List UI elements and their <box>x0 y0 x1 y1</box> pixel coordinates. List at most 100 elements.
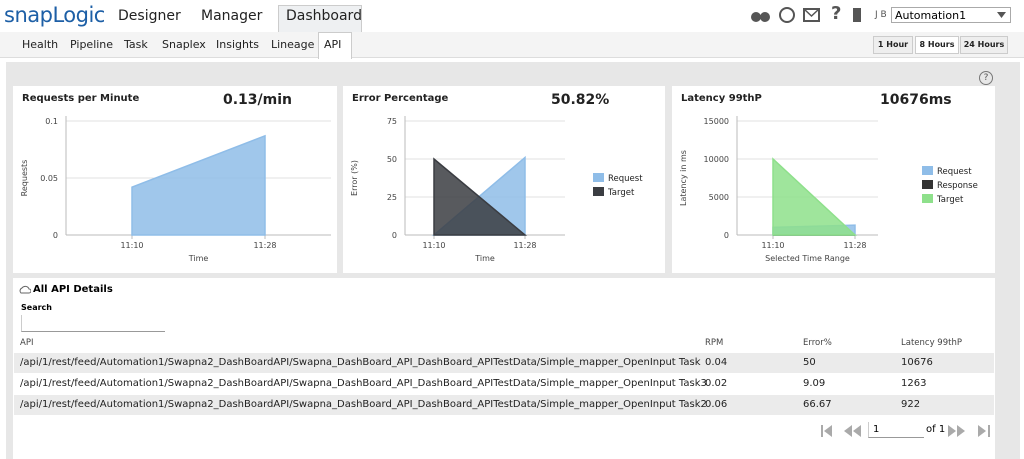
area <box>433 157 528 236</box>
cell: 9.09 <box>803 378 826 389</box>
subtab[interactable]: Health <box>22 38 59 51</box>
legend-swatch <box>922 180 933 189</box>
subtab[interactable]: Lineage <box>271 38 315 51</box>
legend-label: Request <box>608 174 643 184</box>
pager-next[interactable] <box>948 425 992 437</box>
x-axis-label: Selected Time Range <box>765 254 850 263</box>
subtab[interactable]: Task <box>124 38 148 51</box>
table-row[interactable]: /api/1/rest/feed/Automation1/Swapna2_Das… <box>14 353 994 373</box>
cell: 1263 <box>901 378 927 389</box>
column-header: RPM <box>705 338 724 348</box>
y-axis-label: Error (%) <box>350 160 359 196</box>
pager-prev[interactable] <box>820 425 865 437</box>
cell: 0.04 <box>705 357 728 368</box>
chart-headline: 50.82% <box>551 92 609 108</box>
column-header: Error% <box>803 338 832 348</box>
subtab[interactable]: API <box>324 38 342 51</box>
y-tick-label: 0.1 <box>45 117 58 126</box>
legend-label: Target <box>936 195 964 205</box>
org-select[interactable]: Automation1 <box>891 7 1011 23</box>
cell: 50 <box>803 357 816 368</box>
area <box>772 157 857 236</box>
dropdown-arrow <box>997 12 1006 18</box>
cell: /api/1/rest/feed/Automation1/Swapna2_Das… <box>20 378 707 389</box>
cell: /api/1/rest/feed/Automation1/Swapna2_Das… <box>20 357 701 368</box>
mail-icon[interactable] <box>803 8 820 22</box>
y-tick-label: 5000 <box>709 193 729 202</box>
alert-icon[interactable] <box>779 7 795 23</box>
y-tick-label: 0 <box>53 231 58 240</box>
page-number: 1 <box>873 424 880 435</box>
chart-title: Error Percentage <box>352 93 449 104</box>
table-header: API RPM Error% Latency 99thP <box>14 333 994 353</box>
page-total: of 1 <box>926 424 946 435</box>
x-tick-label: 11:10 <box>120 241 143 250</box>
y-tick-label: 25 <box>387 193 397 202</box>
y-tick-label: 0.05 <box>40 174 58 183</box>
details-title: All API Details <box>33 284 113 295</box>
logout-icon[interactable] <box>853 8 861 22</box>
table-row[interactable]: /api/1/rest/feed/Automation1/Swapna2_Das… <box>14 395 994 415</box>
y-tick-label: 10000 <box>704 155 729 164</box>
chart-headline: 10676ms <box>880 92 952 108</box>
search-label: Search <box>21 303 52 312</box>
chart-title: Latency 99thP <box>681 93 762 104</box>
y-tick-label: 0 <box>392 231 397 240</box>
table-row[interactable]: /api/1/rest/feed/Automation1/Swapna2_Das… <box>14 374 994 394</box>
area <box>131 134 266 236</box>
cell: 66.67 <box>803 399 832 410</box>
subtab[interactable]: Insights <box>216 38 260 51</box>
toolbar-icons <box>751 7 861 23</box>
y-tick-label: 50 <box>387 155 397 164</box>
user[interactable]: J B <box>875 10 887 20</box>
chart-title: Requests per Minute <box>22 93 139 104</box>
legend-label: Response <box>937 181 978 191</box>
binoculars-icon[interactable] <box>751 12 761 22</box>
chart-panel: Latency 99thP 10676ms 0 5000 10000 15000 11:10… <box>672 86 995 273</box>
legend-swatch <box>922 166 933 175</box>
x-axis-label: Time <box>188 254 209 263</box>
time-range-button[interactable]: 8 Hours <box>915 36 959 54</box>
cell: 0.06 <box>705 399 728 410</box>
y-tick-label: 0 <box>724 231 729 240</box>
chart-panel: Error Percentage 50.82% 0 25 50 75 11:10 11:28 T… <box>343 86 665 273</box>
legend-swatch <box>922 194 933 203</box>
pagination: 1 of 1 <box>820 422 992 440</box>
logo[interactable]: snapLogic <box>4 3 105 27</box>
help-icon[interactable]: ? <box>831 3 842 24</box>
tab[interactable]: Dashboard <box>286 8 362 24</box>
search-input[interactable] <box>21 315 165 332</box>
subtab[interactable]: Pipeline <box>70 38 114 51</box>
tab[interactable]: Designer <box>118 8 181 24</box>
subtab-active-bg <box>318 32 352 59</box>
y-axis-label: Requests <box>20 160 29 197</box>
x-tick-label: 11:10 <box>761 241 784 250</box>
y-axis-label: Latency in ms <box>679 150 688 206</box>
chart-headline: 0.13/min <box>223 92 292 108</box>
cell: 10676 <box>901 357 933 368</box>
column-header: Latency 99thP <box>901 338 962 348</box>
tab-active-bg <box>278 5 362 33</box>
top-bar: snapLogic Designer Manager Dashboard ? J… <box>0 0 1024 33</box>
y-tick-label: 15000 <box>704 117 729 126</box>
legend-label: Request <box>937 167 972 177</box>
subtab-bar <box>0 32 1024 59</box>
chart-panel: Requests per Minute 0.13/min 0 0.05 0.1 11:10… <box>13 86 337 273</box>
page-input[interactable]: 1 <box>868 422 924 438</box>
x-tick-label: 11:28 <box>843 241 866 250</box>
x-tick-label: 11:28 <box>253 241 276 250</box>
time-range-button[interactable]: 1 Hour <box>873 36 913 54</box>
cell: /api/1/rest/feed/Automation1/Swapna2_Das… <box>20 399 707 410</box>
legend-swatch <box>593 173 604 182</box>
y-tick-label: 75 <box>387 117 397 126</box>
x-tick-label: 11:28 <box>513 241 536 250</box>
column-header: API <box>20 338 34 348</box>
cell: 0.02 <box>705 378 728 389</box>
tab[interactable]: Manager <box>201 8 263 24</box>
subtab[interactable]: Snaplex <box>162 38 206 51</box>
time-range-button[interactable]: 24 Hours <box>960 36 1008 54</box>
legend-swatch <box>593 187 604 196</box>
panel-help[interactable]: ? <box>979 71 993 85</box>
cloud-icon <box>19 285 31 294</box>
cell: 922 <box>901 399 921 410</box>
